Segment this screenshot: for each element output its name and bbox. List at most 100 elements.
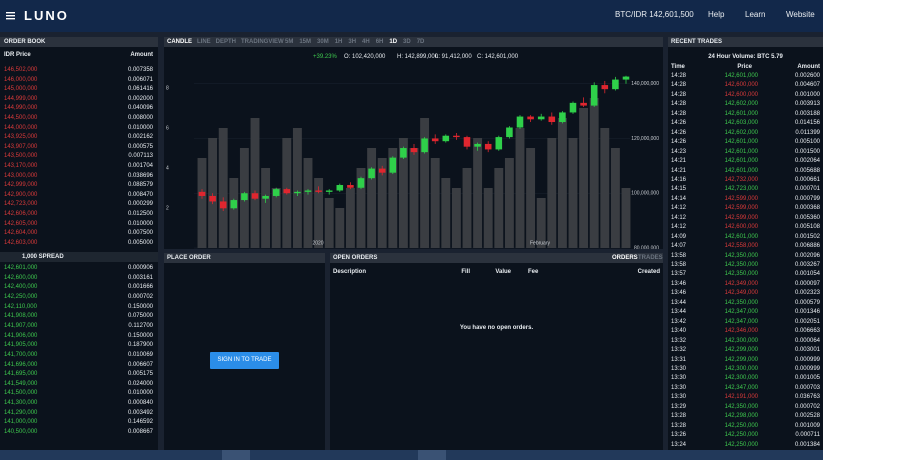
order-amount[interactable]: 0.007500 [127, 230, 153, 237]
order-amount[interactable]: 0.010000 [127, 220, 153, 227]
order-price[interactable]: 141,000,000 [4, 419, 38, 426]
order-amount[interactable]: 0.012500 [127, 211, 153, 217]
order-price[interactable]: 142,400,000 [4, 284, 38, 291]
order-amount[interactable]: 0.008000 [127, 115, 153, 121]
order-price[interactable]: 142,110,000 [4, 303, 37, 310]
order-amount[interactable]: 0.002162 [127, 134, 153, 141]
order-price[interactable]: 141,906,000 [4, 332, 38, 339]
order-price[interactable]: 143,907,000 [4, 143, 38, 150]
interval-tab[interactable]: 3D [403, 39, 411, 45]
interval-tab[interactable]: 7D [416, 39, 425, 45]
order-amount[interactable]: 0.008470 [127, 191, 153, 198]
interval-tab[interactable]: 1H [334, 39, 343, 45]
order-price[interactable]: 141,290,000 [4, 409, 38, 416]
order-amount[interactable]: 0.000906 [127, 265, 153, 271]
interval-tab[interactable]: 1D [389, 39, 398, 45]
order-amount[interactable]: 0.000840 [127, 400, 153, 407]
order-price[interactable]: 143,170,000 [4, 163, 38, 169]
order-price[interactable]: 144,999,000 [4, 95, 38, 102]
order-price[interactable]: 142,723,000 [4, 201, 38, 208]
order-amount[interactable]: 0.150000 [127, 303, 153, 310]
order-price[interactable]: 142,606,000 [4, 211, 38, 217]
order-amount[interactable]: 0.010069 [127, 351, 153, 358]
order-amount[interactable]: 0.150000 [127, 332, 153, 339]
order-amount[interactable]: 0.024000 [127, 380, 153, 387]
order-price[interactable]: 141,908,000 [4, 313, 38, 320]
order-price[interactable]: 141,907,000 [4, 322, 38, 329]
order-amount[interactable]: 0.006607 [127, 361, 153, 368]
order-amount[interactable]: 0.003492 [127, 409, 153, 416]
chart-tab[interactable]: TRADINGVIEW [241, 39, 284, 45]
interval-tab[interactable]: 5M [285, 39, 294, 45]
interval-tab[interactable]: 4H [362, 39, 370, 45]
order-price[interactable]: 141,700,000 [4, 351, 38, 358]
order-amount[interactable]: 0.005000 [127, 239, 153, 246]
order-price[interactable]: 141,300,000 [4, 400, 38, 407]
order-price[interactable]: 142,900,000 [4, 191, 38, 198]
order-amount[interactable]: 0.006071 [127, 76, 153, 83]
logo[interactable]: LUNO [24, 8, 69, 23]
order-price[interactable]: 141,696,000 [4, 361, 38, 368]
order-amount[interactable]: 0.075000 [127, 313, 153, 320]
footer-tab[interactable] [418, 450, 446, 460]
order-price[interactable]: 142,605,000 [4, 220, 38, 227]
order-price[interactable]: 146,000,000 [4, 76, 38, 83]
order-price[interactable]: 142,604,000 [4, 230, 38, 237]
nav-link[interactable]: Help [708, 10, 725, 19]
order-amount[interactable]: 0.010000 [127, 124, 153, 131]
order-amount[interactable]: 0.038696 [127, 172, 153, 179]
chart-tab[interactable]: CANDLE [167, 39, 192, 45]
order-price[interactable]: 140,500,000 [4, 429, 38, 436]
order-amount[interactable]: 0.000575 [127, 143, 153, 150]
order-amount[interactable]: 0.040096 [127, 105, 153, 112]
order-price[interactable]: 141,695,000 [4, 371, 38, 378]
order-amount[interactable]: 0.000299 [127, 201, 153, 208]
order-amount[interactable]: 0.007358 [127, 67, 153, 73]
trade-price: 142,601,000 [724, 139, 758, 146]
order-price[interactable]: 141,500,000 [4, 390, 38, 397]
order-amount[interactable]: 0.146592 [127, 419, 153, 426]
order-price[interactable]: 142,601,000 [4, 265, 38, 271]
footer-tab[interactable] [222, 450, 250, 460]
orders-tab[interactable]: TRADES [638, 255, 663, 261]
order-price[interactable]: 141,905,000 [4, 342, 38, 349]
order-price[interactable]: 143,000,000 [4, 172, 38, 179]
order-amount[interactable]: 0.088579 [127, 182, 153, 189]
order-price[interactable]: 141,549,000 [4, 380, 38, 387]
order-amount[interactable]: 0.112700 [128, 322, 153, 329]
order-amount[interactable]: 0.000702 [127, 293, 153, 300]
chart-tab[interactable]: LINE [197, 39, 211, 45]
menu-icon[interactable] [6, 12, 15, 20]
interval-tab[interactable]: 3H [348, 39, 357, 45]
order-amount[interactable]: 0.187900 [127, 342, 153, 349]
order-price[interactable]: 142,999,000 [4, 182, 38, 189]
order-amount[interactable]: 0.001704 [127, 163, 153, 169]
nav-link[interactable]: Learn [745, 10, 766, 19]
sign-in-button[interactable]: SIGN IN TO TRADE [210, 352, 279, 369]
order-price[interactable]: 142,603,000 [4, 239, 38, 246]
order-price[interactable]: 142,250,000 [4, 293, 38, 300]
order-amount[interactable]: 0.005175 [127, 371, 153, 378]
order-amount[interactable]: 0.007113 [128, 153, 153, 160]
nav-link[interactable]: Website [786, 10, 815, 19]
chart-tab[interactable]: DEPTH [215, 39, 237, 45]
order-price[interactable]: 143,500,000 [4, 153, 38, 160]
order-amount[interactable]: 0.061416 [127, 86, 153, 93]
orders-tab[interactable]: ORDERS [612, 255, 638, 261]
order-amount[interactable]: 0.001666 [127, 284, 153, 291]
order-price[interactable]: 145,000,000 [4, 86, 38, 93]
interval-tab[interactable]: 30M [317, 39, 329, 45]
order-amount[interactable]: 0.003161 [127, 274, 153, 281]
order-amount[interactable]: 0.010000 [127, 390, 153, 397]
order-price[interactable]: 146,502,000 [4, 67, 38, 73]
order-price[interactable]: 144,000,000 [4, 124, 38, 131]
interval-tab[interactable]: 15M [299, 39, 312, 45]
order-amount[interactable]: 0.008667 [127, 429, 153, 436]
interval-tab[interactable]: 6H [375, 39, 384, 45]
order-price[interactable]: 144,500,000 [4, 115, 38, 121]
order-amount[interactable]: 0.002000 [127, 95, 153, 102]
trade-amount: 0.011399 [795, 129, 820, 136]
order-price[interactable]: 143,925,000 [4, 134, 38, 141]
order-price[interactable]: 144,990,000 [4, 105, 38, 112]
order-price[interactable]: 142,600,000 [4, 274, 38, 281]
